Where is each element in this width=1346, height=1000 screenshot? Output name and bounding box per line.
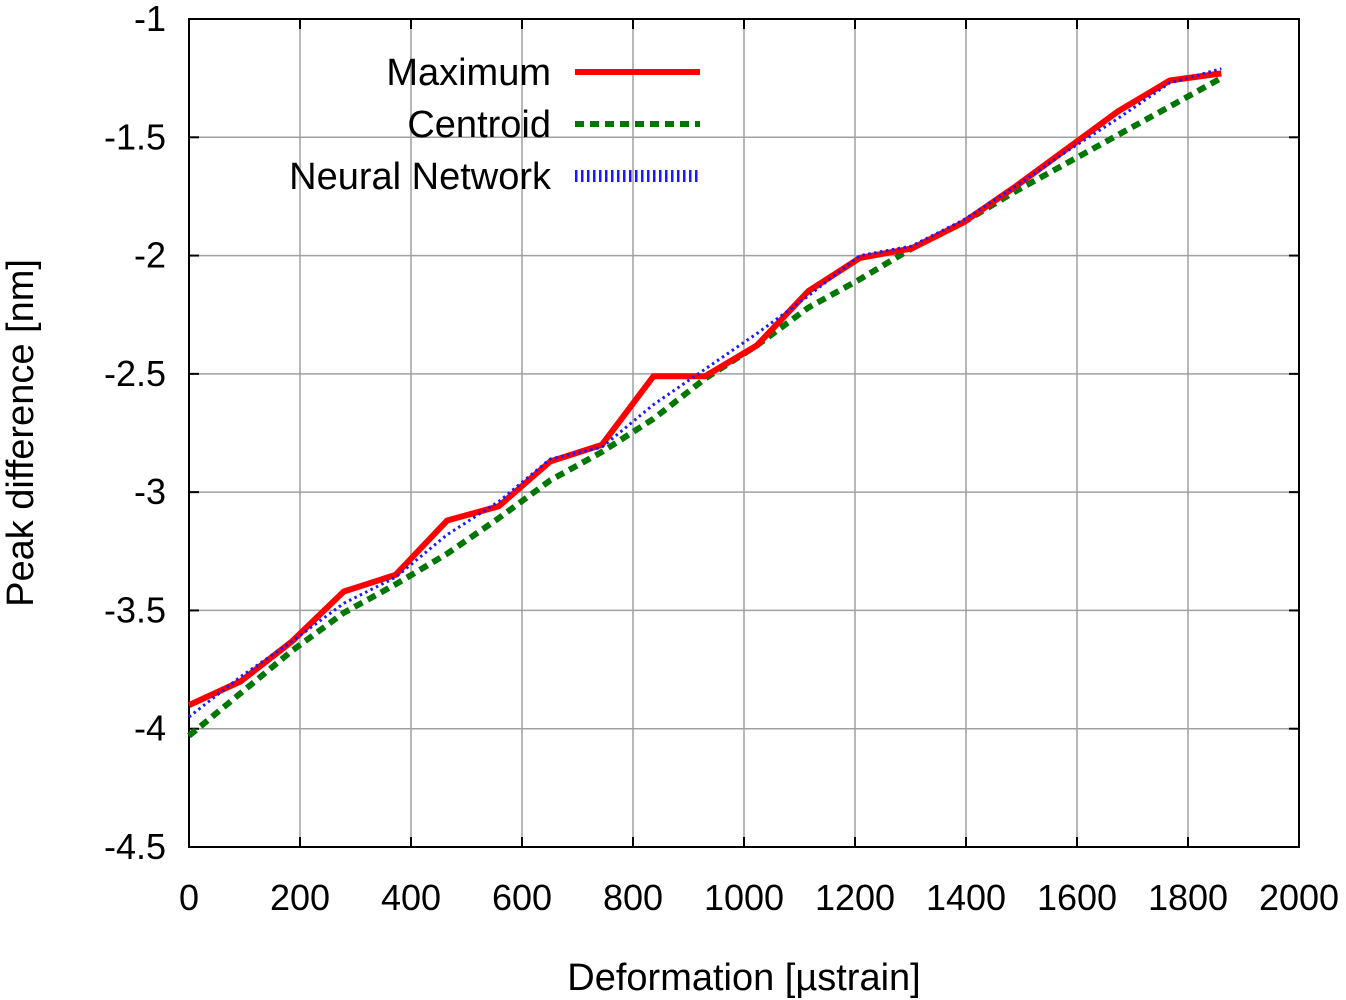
y-tick-label: -4 (134, 708, 166, 749)
x-tick-label: 800 (603, 877, 663, 918)
x-tick-label: 1400 (926, 877, 1006, 918)
y-tick-label: -1.5 (104, 116, 166, 157)
y-tick-label: -2 (134, 235, 166, 276)
series (187, 67, 1223, 739)
y-tick-label: -4.5 (104, 826, 166, 867)
ticks (188, 18, 1300, 848)
x-tick-label: 400 (381, 877, 441, 918)
x-axis-title: Deformation [µstrain] (567, 957, 920, 999)
legend: Maximum Centroid Neural Network (289, 52, 700, 198)
y-axis-title: Peak difference [nm] (0, 259, 42, 607)
x-tick-label: 2000 (1259, 877, 1339, 918)
legend-label: Centroid (407, 104, 551, 146)
x-tick-label: 1000 (704, 877, 784, 918)
y-tick-label: -3.5 (104, 589, 166, 630)
x-tick-label: 200 (270, 877, 330, 918)
series-line-neural-network (188, 67, 1222, 719)
x-tick-label: 0 (179, 877, 199, 918)
y-tick-label: -1 (134, 0, 166, 39)
y-tick-label: -3 (134, 471, 166, 512)
grid (189, 19, 1299, 847)
x-tick-label: 1600 (1037, 877, 1117, 918)
x-tick-label: 1200 (815, 877, 895, 918)
legend-label: Neural Network (289, 156, 552, 198)
y-tick-labels: -1 -1.5 -2 -2.5 -3 -3.5 -4 -4.5 (104, 0, 166, 867)
y-tick-label: -2.5 (104, 353, 166, 394)
x-tick-labels: 0 200 400 600 800 1000 1200 1400 1600 1800 2000 (179, 877, 1339, 918)
x-tick-label: 1800 (1148, 877, 1228, 918)
series-line-centroid (187, 75, 1223, 739)
legend-label: Maximum (386, 52, 551, 94)
x-tick-label: 600 (492, 877, 552, 918)
